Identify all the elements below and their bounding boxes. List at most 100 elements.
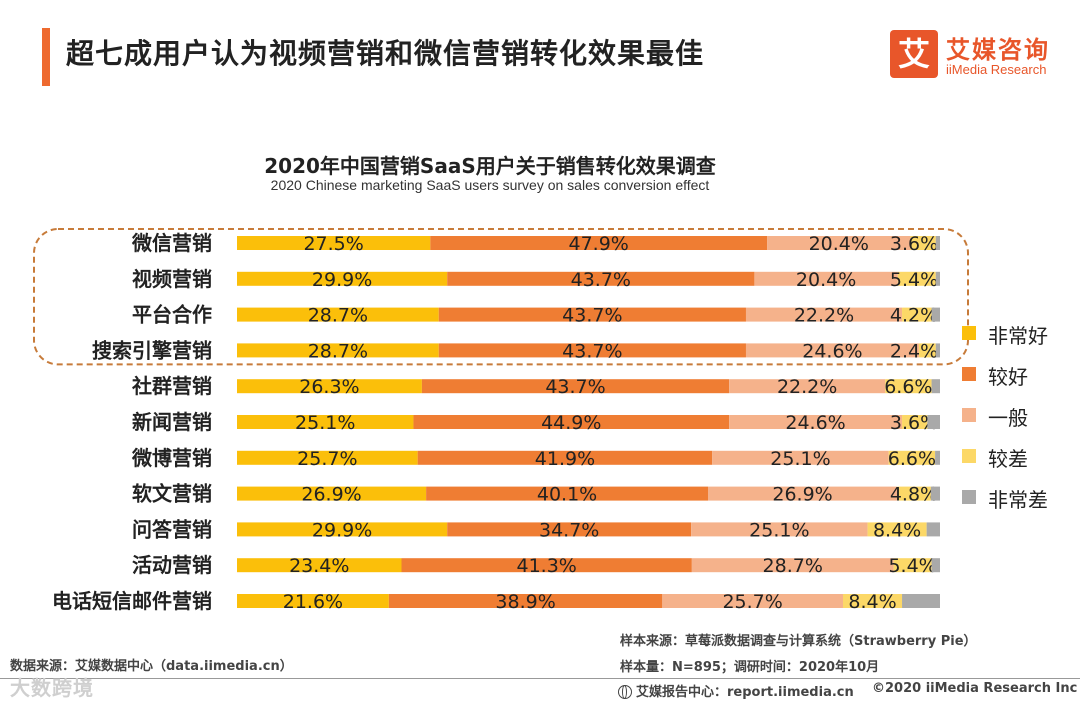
bar-segment — [897, 271, 936, 286]
logo-english-name: iiMedia Research — [946, 62, 1047, 77]
bar-segment — [237, 558, 402, 573]
data-label: 27.5% — [303, 233, 363, 255]
legend-label: 一般 — [988, 406, 1028, 430]
bar-segment — [430, 236, 768, 250]
bar-segment — [708, 486, 898, 501]
bar-segment — [237, 307, 439, 322]
bar-segment — [421, 379, 730, 394]
footer-divider — [0, 678, 1080, 679]
legend-label: 非常差 — [988, 488, 1048, 512]
title-accent-bar — [42, 28, 50, 86]
data-label: 47.9% — [569, 233, 629, 255]
category-label: 微博营销 — [131, 446, 212, 470]
category-label: 软文营销 — [132, 482, 212, 506]
bar-segment — [237, 236, 431, 250]
bar-segment — [401, 558, 692, 573]
bar-segment — [893, 558, 932, 573]
legend-swatch — [962, 449, 976, 463]
bar-segment — [888, 450, 936, 465]
data-source: 数据来源：艾媒数据中心（data.iimedia.cn） — [10, 659, 293, 674]
legend-label: 较差 — [988, 447, 1028, 471]
category-label: 电话短信邮件营销 — [52, 589, 212, 613]
chart-title: 2020年中国营销SaaS用户关于销售转化效果调查 — [264, 154, 716, 178]
data-label: 5.4% — [888, 555, 936, 577]
data-label: 25.1% — [295, 412, 355, 434]
data-label: 38.9% — [495, 591, 555, 613]
bar-segment — [712, 450, 889, 465]
bar-segment — [902, 415, 928, 429]
data-label: 8.4% — [873, 519, 921, 541]
bar-segment — [931, 307, 940, 322]
category-label: 视频营销 — [132, 267, 212, 291]
legend-swatch — [962, 408, 976, 422]
logo-mark-icon: 艾 — [890, 30, 938, 78]
category-label: 微信营销 — [131, 231, 212, 255]
data-label: 25.7% — [297, 448, 357, 470]
page-title: 超七成用户认为视频营销和微信营销转化效果最佳 — [66, 37, 705, 70]
iimedia-logo[interactable]: 艾 艾媒咨询 iiMedia Research — [890, 30, 1060, 82]
data-label: 2.4% — [890, 340, 938, 362]
data-label: 25.1% — [749, 519, 809, 541]
legend-swatch — [962, 490, 976, 504]
copyright: ©2020 iiMedia Research Inc — [872, 681, 1078, 696]
bar-segment — [447, 522, 692, 537]
bar-segment — [691, 558, 894, 573]
data-label: 20.4% — [796, 269, 856, 291]
legend-swatch — [962, 326, 976, 340]
logo-chinese-name: 艾媒咨询 — [946, 36, 1050, 64]
bar-segment — [931, 379, 940, 394]
bar-segment — [426, 486, 709, 501]
data-label: 4.8% — [890, 484, 938, 506]
bar-segment — [691, 522, 868, 537]
data-label: 43.7% — [562, 305, 622, 327]
data-label: 23.4% — [289, 555, 349, 577]
bar-segment — [935, 343, 940, 358]
data-label: 43.7% — [545, 376, 605, 398]
data-label: 25.1% — [770, 448, 830, 470]
data-label: 6.6% — [884, 376, 932, 398]
category-label: 问答营销 — [132, 517, 212, 541]
bar-segment — [745, 343, 919, 358]
data-label: 3.6% — [890, 233, 938, 255]
bar-segment — [902, 307, 932, 322]
bar-segment — [438, 307, 746, 322]
data-label: 24.6% — [785, 412, 845, 434]
bar-segment — [237, 271, 448, 286]
data-label: 6.6% — [888, 448, 936, 470]
data-label: 25.7% — [722, 591, 782, 613]
data-label: 26.9% — [301, 484, 361, 506]
report-center-text: 艾媒报告中心：report.iimedia.cn — [636, 685, 854, 700]
data-label: 3.6% — [890, 412, 938, 434]
bar-segment — [931, 558, 940, 573]
data-label: 34.7% — [539, 519, 599, 541]
data-label: 5.4% — [890, 269, 938, 291]
category-label: 搜索引擎营销 — [92, 338, 212, 362]
report-center[interactable]: 艾媒报告中心：report.iimedia.cn — [618, 681, 854, 700]
data-label: 4.2% — [890, 305, 938, 327]
data-label: 28.7% — [308, 305, 368, 327]
bar-segment — [935, 450, 940, 465]
bar-segment — [910, 236, 936, 250]
bar-segment — [237, 379, 422, 394]
bar-segment — [237, 486, 427, 501]
data-label: 43.7% — [562, 340, 622, 362]
globe-icon — [618, 684, 632, 699]
category-label: 新闻营销 — [132, 410, 212, 434]
bar-segment — [388, 594, 663, 608]
data-label: 28.7% — [308, 340, 368, 362]
category-label: 平台合作 — [132, 303, 212, 327]
data-label: 29.9% — [312, 269, 372, 291]
data-label: 20.4% — [809, 233, 869, 255]
bar-segment — [447, 271, 755, 286]
bar-segment — [918, 343, 936, 358]
bar-segment — [935, 271, 940, 286]
data-label: 41.3% — [516, 555, 576, 577]
bar-segment — [927, 415, 940, 429]
bar-segment — [413, 415, 730, 429]
bar-segment — [897, 486, 931, 501]
data-label: 43.7% — [571, 269, 631, 291]
data-label: 28.7% — [763, 555, 823, 577]
sample-source: 样本来源：草莓派数据调查与计算系统（Strawberry Pie） — [620, 634, 977, 649]
bar-segment — [935, 236, 940, 250]
